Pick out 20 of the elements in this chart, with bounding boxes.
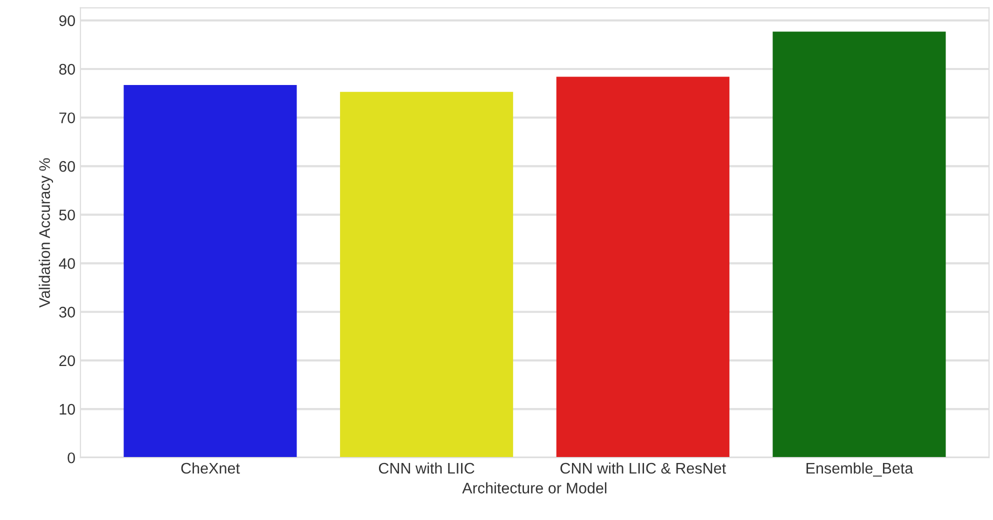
y-tick-label: 10 [60, 404, 75, 415]
y-tick-label: 40 [58, 258, 75, 269]
x-tick-label: CNN with LIIC & ResNet [560, 462, 726, 474]
x-tick-label: CNN with LIIC [378, 462, 474, 474]
bar [556, 76, 730, 458]
y-tick-label: 60 [59, 161, 75, 172]
x-axis-title: Architecture or Model [462, 482, 606, 494]
x-tick-label: Ensemble_Beta [806, 462, 914, 477]
bar [772, 32, 946, 458]
y-tick-label: 20 [59, 355, 75, 366]
y-tick-label: 50 [59, 210, 75, 220]
y-tick-label: 30 [59, 306, 75, 318]
bar [340, 92, 514, 458]
bar [124, 85, 297, 458]
y-tick-label: 70 [59, 112, 75, 124]
y-axis-title: Validation Accuracy % [38, 158, 54, 308]
y-tick-label: 80 [59, 64, 75, 75]
y-tick-label: 0 [68, 452, 75, 464]
x-tick-label: CheXnet [181, 462, 240, 474]
y-tick-label: 90 [59, 15, 75, 26]
